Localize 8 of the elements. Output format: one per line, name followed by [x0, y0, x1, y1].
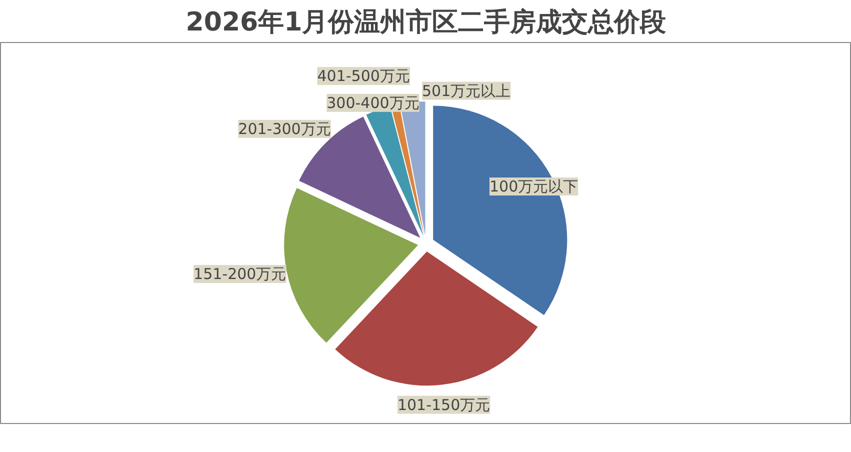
slice-label: 501万元以上: [422, 82, 511, 100]
slice-label: 151-200万元: [194, 264, 286, 283]
chart-title: 2026年1月份温州市区二手房成交总价段: [186, 8, 668, 38]
slice-label: 300-400万元: [326, 94, 420, 112]
slice-label: 100万元以下: [489, 177, 578, 196]
slice-label: 401-500万元: [317, 67, 410, 86]
slice-label: 101-150万元: [397, 396, 490, 414]
slice-label: 201-300万元: [238, 120, 331, 138]
